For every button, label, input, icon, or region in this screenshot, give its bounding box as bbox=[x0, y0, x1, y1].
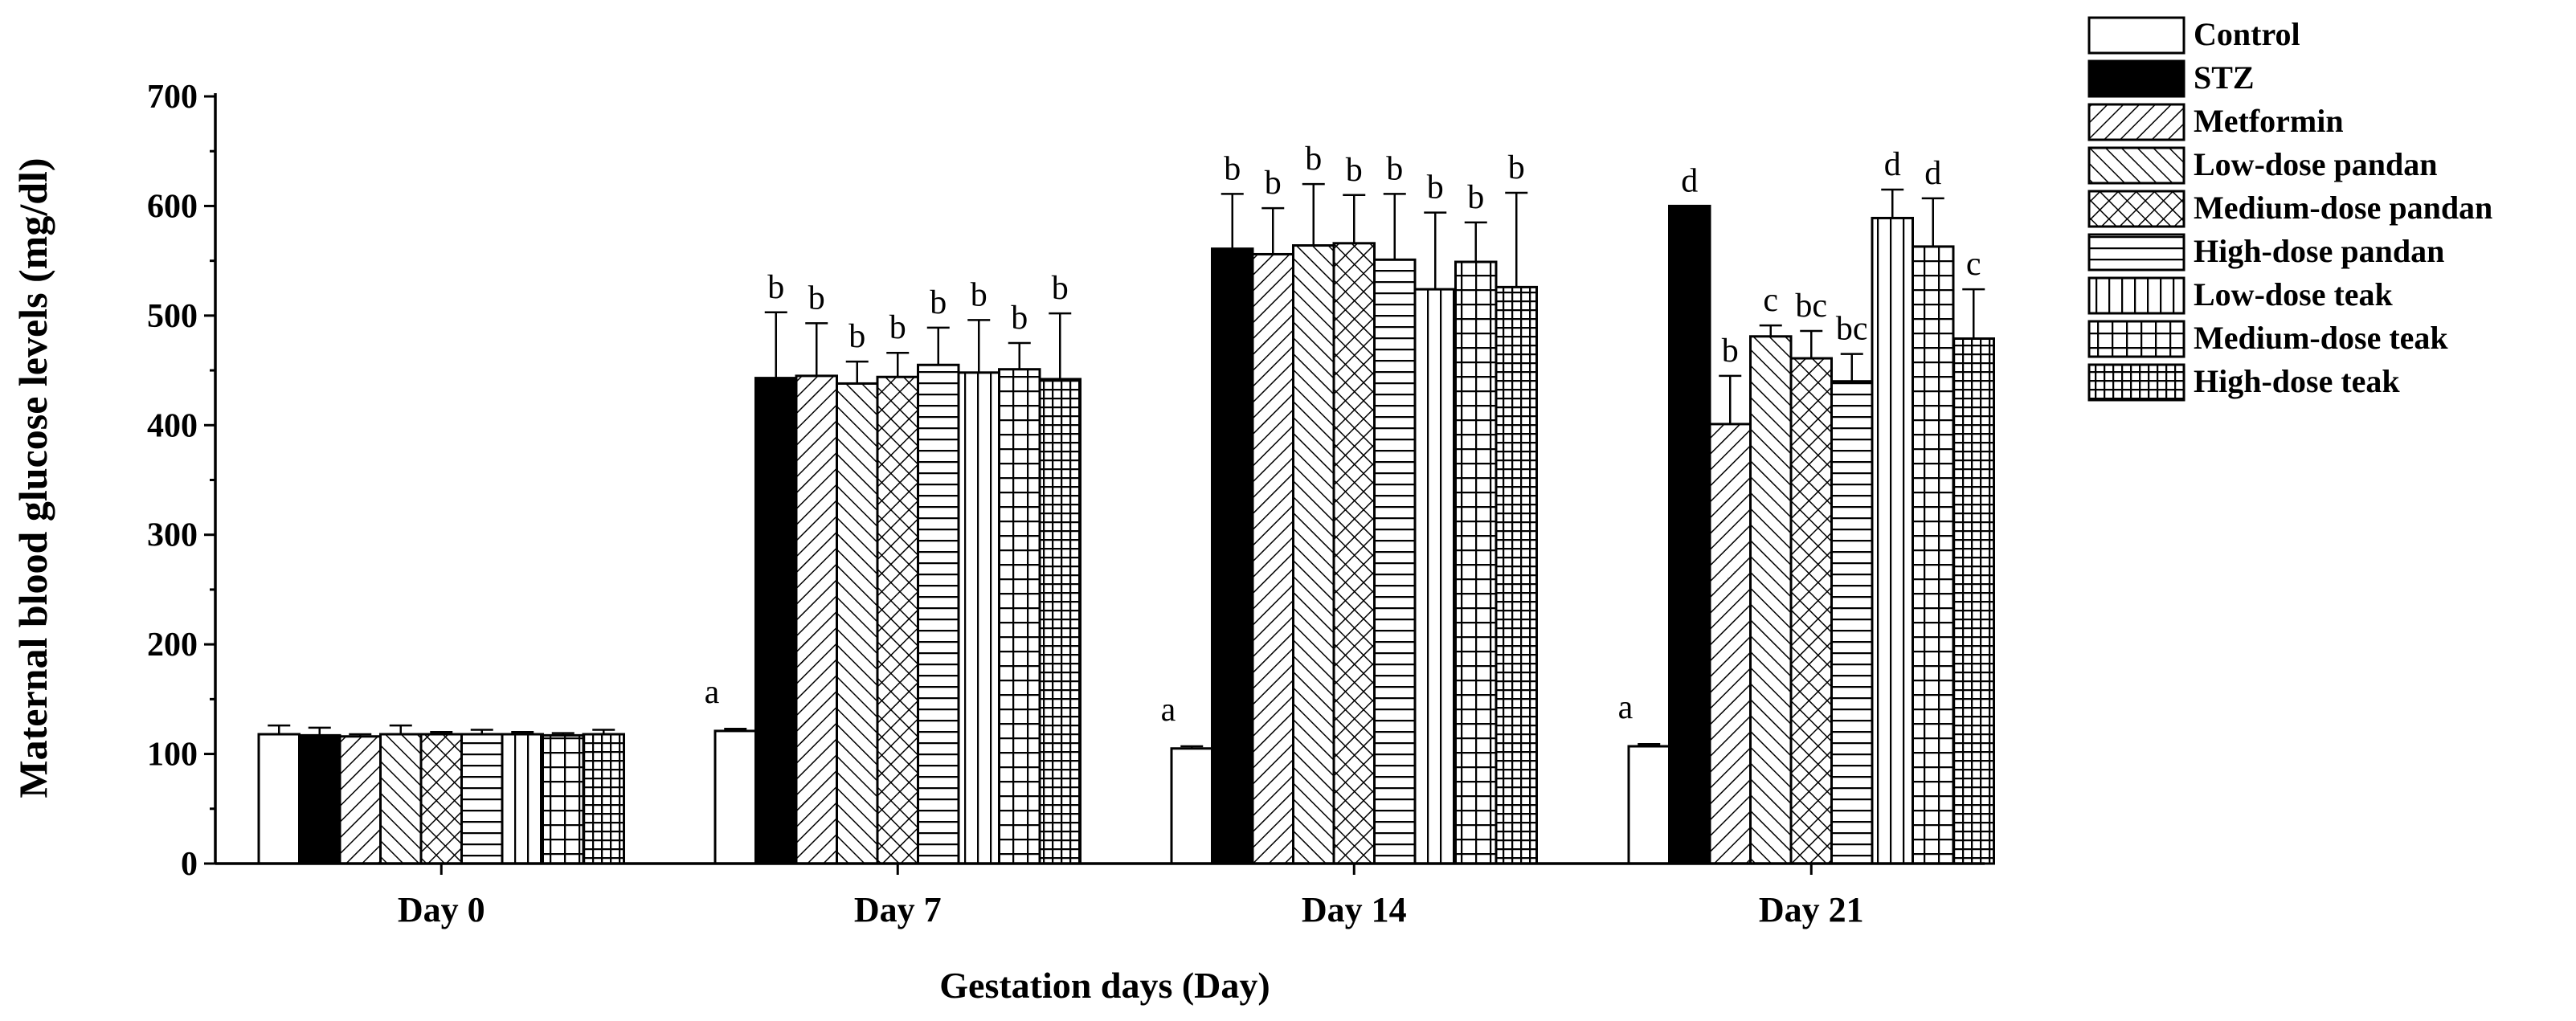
legend-swatch-high-dose-teak bbox=[2087, 363, 2186, 402]
significance-label: b bbox=[1305, 141, 1322, 178]
legend-swatch-metformin bbox=[2087, 103, 2186, 141]
legend-label: Low-dose teak bbox=[2194, 276, 2394, 312]
bar-low-dose-teak-day-0 bbox=[501, 733, 544, 865]
legend-label: High-dose pandan bbox=[2194, 233, 2444, 269]
significance-label: b bbox=[889, 309, 906, 346]
bar-medium-dose-teak-day-14 bbox=[1454, 260, 1498, 865]
bar-high-dose-pandan-day-14 bbox=[1373, 258, 1417, 865]
significance-label: b bbox=[1224, 150, 1241, 187]
significance-label: c bbox=[1966, 246, 1981, 283]
bar-stz-day-21 bbox=[1668, 204, 1711, 865]
bar-low-dose-teak-day-21 bbox=[1871, 216, 1914, 865]
y-tick-label: 100 bbox=[147, 737, 198, 774]
bar-medium-dose-teak-day-0 bbox=[542, 733, 585, 865]
significance-label: b bbox=[1508, 149, 1525, 186]
y-tick-label: 700 bbox=[147, 79, 198, 116]
bar-medium-dose-pandan-day-14 bbox=[1332, 242, 1376, 865]
significance-label: b bbox=[848, 318, 865, 355]
legend-swatch-stz bbox=[2087, 59, 2186, 98]
bar-high-dose-pandan-day-21 bbox=[1830, 380, 1874, 865]
bar-stz-day-14 bbox=[1211, 247, 1254, 865]
significance-label: d bbox=[1884, 146, 1901, 183]
legend-swatch-low-dose-teak bbox=[2087, 276, 2186, 315]
significance-label: b bbox=[767, 269, 784, 306]
significance-label: a bbox=[1618, 689, 1634, 726]
legend-label: Metformin bbox=[2194, 103, 2344, 139]
significance-label: d bbox=[1681, 162, 1698, 199]
legend-label: Medium-dose teak bbox=[2194, 320, 2448, 356]
y-tick-label: 200 bbox=[147, 627, 198, 664]
bar-control-day-21 bbox=[1627, 745, 1670, 865]
bar-medium-dose-pandan-day-7 bbox=[876, 375, 919, 865]
bar-stz-day-7 bbox=[754, 377, 798, 865]
bar-high-dose-pandan-day-7 bbox=[917, 363, 960, 865]
legend-swatch-medium-dose-pandan bbox=[2087, 190, 2186, 228]
significance-label: b bbox=[1265, 165, 1282, 202]
bar-high-dose-teak-day-0 bbox=[582, 733, 625, 865]
significance-label: b bbox=[1467, 179, 1484, 216]
y-tick-label: 500 bbox=[147, 298, 198, 335]
bar-control-day-7 bbox=[714, 729, 757, 865]
bar-metformin-day-21 bbox=[1708, 423, 1752, 865]
significance-label: b bbox=[1722, 333, 1739, 370]
legend-label: High-dose teak bbox=[2194, 363, 2400, 399]
x-tick-label: Day 7 bbox=[854, 890, 942, 929]
significance-label: bc bbox=[1795, 288, 1827, 325]
bar-high-dose-teak-day-21 bbox=[1952, 337, 1995, 865]
bar-metformin-day-7 bbox=[795, 374, 838, 865]
bar-control-day-14 bbox=[1170, 747, 1213, 865]
legend-label: Control bbox=[2194, 16, 2300, 52]
bar-high-dose-teak-day-14 bbox=[1494, 285, 1538, 865]
bar-control-day-0 bbox=[257, 733, 301, 865]
legend-label: STZ bbox=[2194, 59, 2255, 96]
significance-label: bc bbox=[1836, 311, 1868, 348]
bar-medium-dose-teak-day-21 bbox=[1912, 245, 1955, 865]
significance-label: b bbox=[1346, 152, 1363, 189]
significance-label: b bbox=[1011, 300, 1028, 337]
y-axis-label: Maternal blood glucose levels (mg/dl) bbox=[10, 157, 55, 798]
significance-label: b bbox=[930, 284, 947, 321]
significance-label: d bbox=[1924, 155, 1941, 192]
bar-metformin-day-0 bbox=[338, 735, 382, 865]
legend-swatch-high-dose-pandan bbox=[2087, 233, 2186, 272]
legend-swatch-medium-dose-teak bbox=[2087, 320, 2186, 358]
bar-low-dose-pandan-day-21 bbox=[1749, 335, 1793, 865]
bar-low-dose-pandan-day-0 bbox=[379, 733, 423, 865]
y-tick-label: 600 bbox=[147, 188, 198, 225]
y-tick-label: 0 bbox=[181, 846, 198, 883]
legend-swatch-control bbox=[2087, 16, 2186, 55]
significance-label: b bbox=[1052, 270, 1069, 307]
significance-label: b bbox=[808, 280, 825, 317]
legend-label: Low-dose pandan bbox=[2194, 146, 2437, 182]
bar-low-dose-pandan-day-7 bbox=[836, 382, 879, 865]
bar-medium-dose-pandan-day-21 bbox=[1789, 357, 1833, 865]
x-tick-label: Day 14 bbox=[1302, 890, 1407, 929]
bar-low-dose-teak-day-14 bbox=[1413, 288, 1457, 865]
bar-low-dose-teak-day-7 bbox=[957, 371, 1000, 865]
significance-label: b bbox=[1427, 169, 1444, 206]
bar-metformin-day-14 bbox=[1251, 252, 1294, 865]
x-tick-label: Day 0 bbox=[398, 890, 485, 929]
significance-label: c bbox=[1763, 282, 1778, 319]
y-tick-label: 300 bbox=[147, 517, 198, 554]
x-tick-label: Day 21 bbox=[1759, 890, 1864, 929]
bar-stz-day-0 bbox=[298, 733, 341, 865]
significance-label: b bbox=[971, 276, 987, 313]
y-tick-label: 400 bbox=[147, 407, 198, 444]
legend-swatch-low-dose-pandan bbox=[2087, 146, 2186, 185]
legend: Control STZ Metformin Low-dose pandan Medium… bbox=[2087, 16, 2492, 402]
significance-label: a bbox=[705, 674, 720, 711]
bar-medium-dose-teak-day-7 bbox=[998, 368, 1041, 865]
x-axis-label: Gestation days (Day) bbox=[939, 965, 1270, 1006]
bar-high-dose-teak-day-7 bbox=[1038, 378, 1082, 865]
significance-label: a bbox=[1161, 692, 1176, 729]
legend-label: Medium-dose pandan bbox=[2194, 190, 2492, 226]
bar-medium-dose-pandan-day-0 bbox=[419, 733, 463, 865]
bar-low-dose-pandan-day-14 bbox=[1292, 244, 1335, 865]
significance-label: b bbox=[1386, 150, 1403, 187]
bar-high-dose-pandan-day-0 bbox=[460, 733, 504, 865]
